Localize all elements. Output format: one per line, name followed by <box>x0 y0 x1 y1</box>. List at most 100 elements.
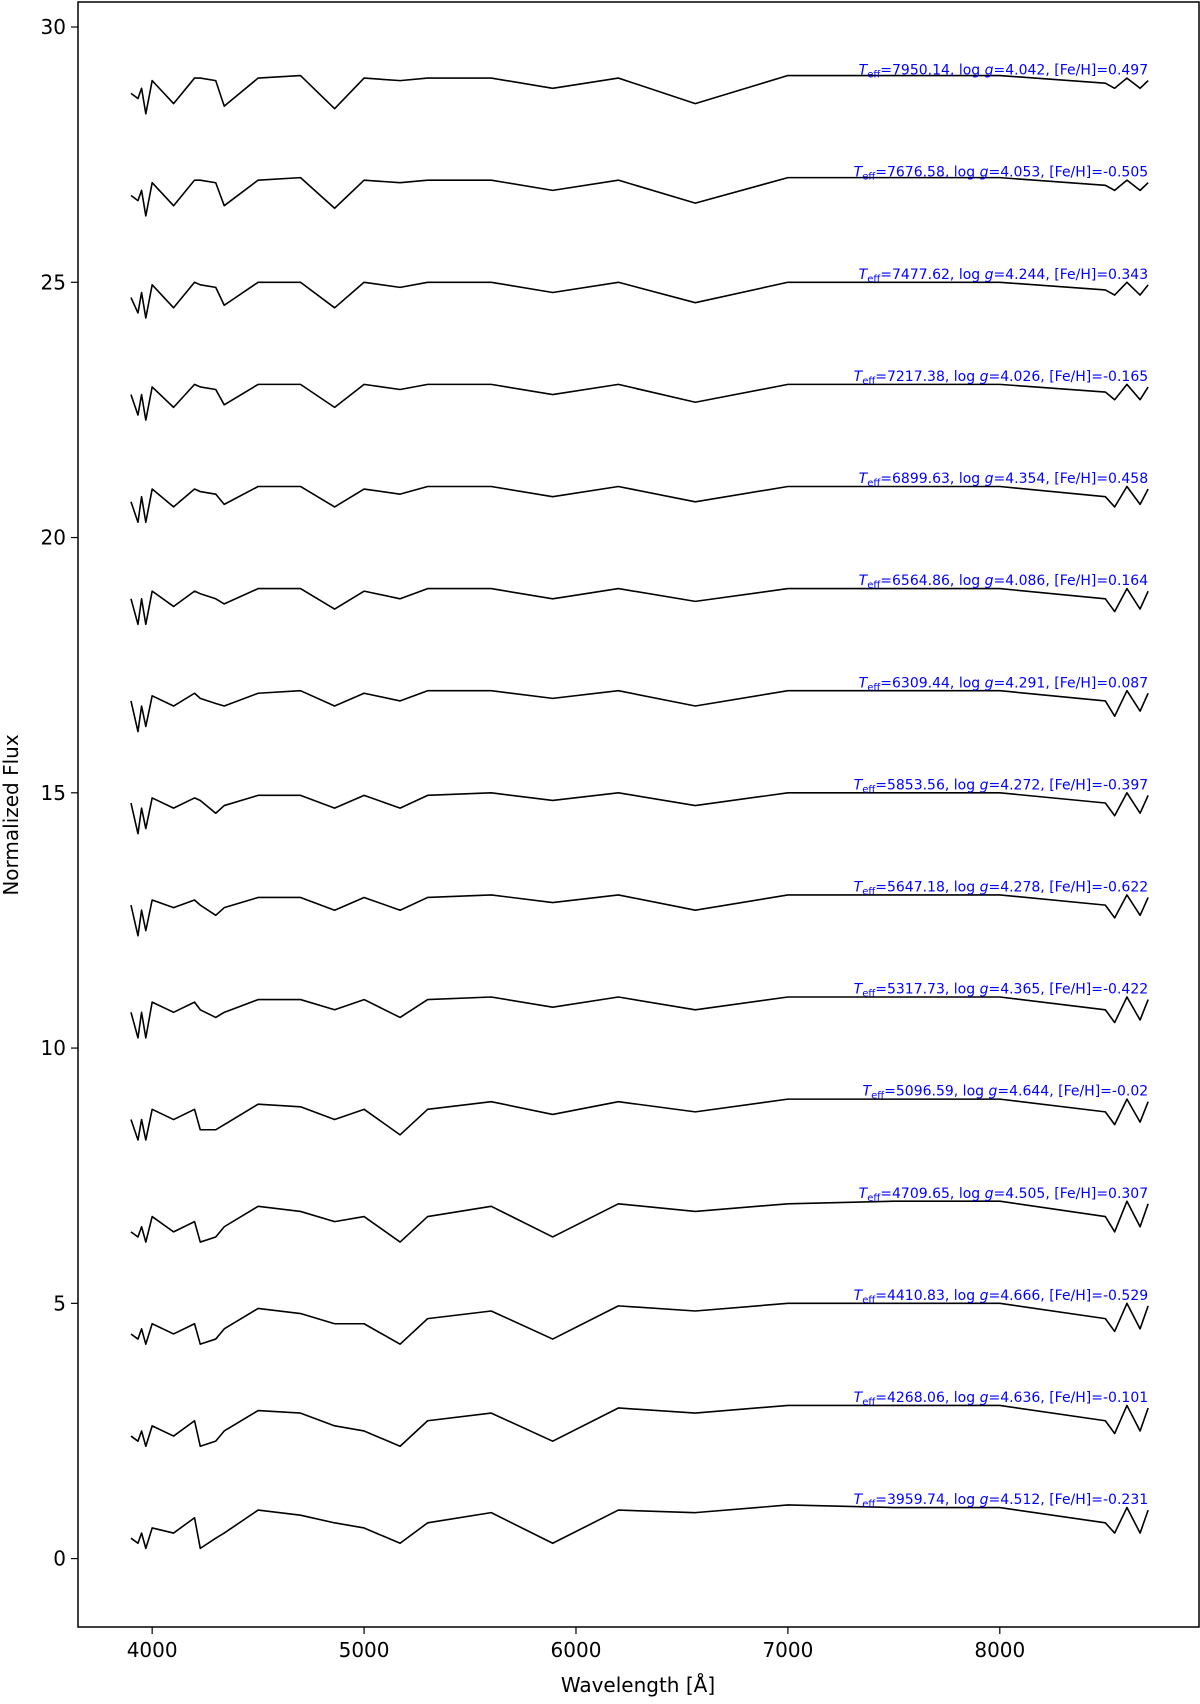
spectrum-line <box>130 176 1149 217</box>
spectrum-annotation: Teff=5317.73, log g=4.365, [Fe/H]=-0.422 <box>854 982 1149 1000</box>
annotation-part: 4.354 <box>1005 471 1045 487</box>
annotation-part: = <box>875 1492 887 1508</box>
annotation-part: eff <box>862 1397 876 1408</box>
annotation-part: , [Fe/H]= <box>1045 573 1108 589</box>
annotation-part: = <box>875 777 887 793</box>
spectrum-line <box>130 281 1149 319</box>
annotation-part: , [Fe/H]= <box>1040 982 1103 998</box>
annotation-part: eff <box>867 1193 881 1204</box>
spectrum-annotation: Teff=6309.44, log g=4.291, [Fe/H]=0.087 <box>859 675 1148 693</box>
annotation-part: = <box>884 1084 896 1100</box>
spectrum-line <box>130 996 1149 1039</box>
spectrum-line <box>130 1504 1149 1550</box>
annotation-part: 7477.62 <box>892 267 950 283</box>
annotation-part: 5853.56 <box>887 777 945 793</box>
annotation-part: g <box>980 982 989 998</box>
plot-frame <box>77 1 1200 1628</box>
annotation-part: = <box>997 1084 1009 1100</box>
annotation-part: , log <box>950 573 985 589</box>
annotation-part: 7676.58 <box>887 165 945 181</box>
annotation-part: = <box>880 63 892 79</box>
annotation-part: 4.636 <box>1000 1390 1040 1406</box>
y-tick-label: 20 <box>41 526 66 550</box>
annotation-part: g <box>985 573 994 589</box>
annotation-part: 4.505 <box>1005 1186 1045 1202</box>
annotation-part: , [Fe/H]= <box>1045 675 1108 691</box>
spectrum-line <box>130 587 1149 626</box>
annotation-part: = <box>875 1288 887 1304</box>
annotation-part: , [Fe/H]= <box>1045 267 1108 283</box>
annotation-part: 0.087 <box>1108 675 1148 691</box>
annotation-part: 4.244 <box>1005 267 1045 283</box>
annotation-part: 7217.38 <box>887 369 945 385</box>
annotation-part: T <box>863 1084 873 1100</box>
annotation-part: , [Fe/H]= <box>1040 1390 1103 1406</box>
spectrum-annotation: Teff=7950.14, log g=4.042, [Fe/H]=0.497 <box>859 63 1148 81</box>
annotation-part: 0.458 <box>1108 471 1148 487</box>
x-tick-label: 7000 <box>762 1638 813 1662</box>
annotation-part: , [Fe/H]= <box>1040 1492 1103 1508</box>
annotation-part: g <box>980 879 989 895</box>
annotation-part: 4.644 <box>1009 1084 1049 1100</box>
annotation-part: 4.086 <box>1005 573 1045 589</box>
annotation-part: = <box>875 165 887 181</box>
annotation-part: eff <box>867 682 881 693</box>
y-tick-label: 25 <box>41 270 66 294</box>
y-tick-label: 30 <box>41 15 66 39</box>
annotation-part: eff <box>862 1295 876 1306</box>
annotation-part: g <box>985 675 994 691</box>
x-tick-label: 6000 <box>551 1638 602 1662</box>
annotation-part: , [Fe/H]= <box>1045 63 1108 79</box>
annotation-part: T <box>854 1492 864 1508</box>
annotation-part: 4.512 <box>1000 1492 1040 1508</box>
annotation-part: , log <box>954 1084 989 1100</box>
annotation-part: = <box>988 165 1000 181</box>
annotation-part: 7950.14 <box>892 63 950 79</box>
annotation-part: , log <box>945 777 980 793</box>
annotation-part: = <box>988 1288 1000 1304</box>
annotation-part: = <box>994 471 1006 487</box>
annotation-part: T <box>859 675 869 691</box>
annotation-part: eff <box>867 70 881 81</box>
annotation-part: 4.053 <box>1000 165 1040 181</box>
annotation-part: T <box>854 982 864 998</box>
annotation-part: T <box>859 471 869 487</box>
annotation-part: eff <box>862 784 876 795</box>
x-tick-label: 4000 <box>127 1638 178 1662</box>
x-tick-label: 5000 <box>339 1638 390 1662</box>
annotation-part: 4.272 <box>1000 777 1040 793</box>
annotation-part: eff <box>862 376 876 387</box>
annotation-part: = <box>994 63 1006 79</box>
annotation-part: , log <box>945 369 980 385</box>
annotation-part: 5317.73 <box>887 982 945 998</box>
annotation-part: T <box>854 879 864 895</box>
annotation-part: g <box>980 165 989 181</box>
annotation-part: = <box>988 777 1000 793</box>
annotation-part: g <box>985 267 994 283</box>
annotation-part: = <box>875 879 887 895</box>
annotation-part: , log <box>950 471 985 487</box>
annotation-part: , [Fe/H]= <box>1040 777 1103 793</box>
annotation-part: g <box>988 1084 997 1100</box>
spectrum-annotation: Teff=4709.65, log g=4.505, [Fe/H]=0.307 <box>859 1186 1148 1204</box>
annotation-part: = <box>988 982 1000 998</box>
annotation-part: T <box>854 1390 864 1406</box>
y-tick-label: 5 <box>53 1291 66 1315</box>
annotation-part: eff <box>867 580 881 591</box>
annotation-part: , [Fe/H]= <box>1040 165 1103 181</box>
annotation-part: -0.101 <box>1103 1390 1148 1406</box>
spectrum-annotation: Teff=7477.62, log g=4.244, [Fe/H]=0.343 <box>859 267 1148 285</box>
annotation-part: , log <box>945 1390 980 1406</box>
annotation-part: 0.343 <box>1108 267 1148 283</box>
annotation-part: T <box>854 369 864 385</box>
annotation-part: = <box>988 1492 1000 1508</box>
annotation-part: , log <box>945 1288 980 1304</box>
annotation-part: eff <box>867 274 881 285</box>
spectrum-annotation: Teff=6564.86, log g=4.086, [Fe/H]=0.164 <box>859 573 1149 591</box>
annotation-part: g <box>985 471 994 487</box>
annotation-part: T <box>859 63 869 79</box>
annotation-part: 4.666 <box>1000 1288 1040 1304</box>
annotation-part: , log <box>950 267 985 283</box>
spectrum-annotation: Teff=7676.58, log g=4.053, [Fe/H]=-0.505 <box>854 165 1149 183</box>
